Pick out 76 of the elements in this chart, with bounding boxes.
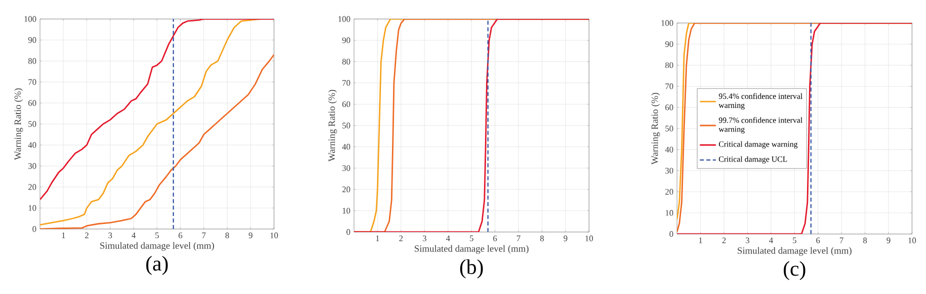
y-tick-label: 60: [665, 104, 674, 110]
x-axis-title: Simulated damage level (mm): [100, 242, 214, 251]
y-axis-title: Warning Ratio (%): [14, 88, 23, 160]
y-tick-label: 80: [342, 58, 350, 64]
y-tick-label: 20: [342, 186, 350, 192]
x-tick-label: 9: [564, 236, 568, 242]
y-tick-label: 40: [665, 146, 674, 152]
x-tick-label: 9: [886, 238, 890, 244]
x-tick-label: 6: [493, 236, 497, 242]
y-tick-label: 20: [665, 188, 674, 195]
x-tick-label: 7: [202, 232, 206, 238]
x-tick-label: 3: [746, 238, 750, 244]
y-tick-label: 30: [342, 165, 350, 171]
x-tick-label: 5: [155, 232, 159, 238]
y-tick-label: 100: [661, 20, 674, 26]
y-tick-label: 90: [28, 37, 36, 43]
text: (a): [146, 256, 168, 275]
x-tick-label: 8: [863, 238, 867, 244]
x-tick-label: 4: [132, 232, 136, 238]
x-tick-label: 10: [908, 238, 916, 244]
y-tick-label: 10: [28, 205, 36, 211]
y-tick-label: 20: [28, 184, 36, 190]
x-tick-label: 6: [816, 238, 820, 244]
y-tick-label: 40: [28, 142, 36, 148]
y-tick-label: 50: [665, 126, 674, 132]
x-tick-label: 6: [178, 232, 182, 238]
x-tick-label: 5: [792, 238, 796, 244]
y-tick-label: 100: [338, 16, 350, 22]
x-tick-label: 4: [769, 238, 774, 244]
x-tick-label: 8: [540, 236, 544, 242]
x-tick-label: 1: [62, 232, 66, 238]
y-tick-label: 0: [670, 231, 674, 237]
x-tick-label: 2: [85, 232, 88, 238]
text: (b): [460, 259, 483, 278]
y-tick-label: 90: [665, 41, 674, 47]
x-tick-label: 7: [840, 238, 844, 244]
text: (c): [784, 261, 806, 280]
y-tick-label: 70: [666, 83, 674, 90]
y-tick-label: 70: [342, 80, 350, 86]
x-tick-label: 10: [586, 236, 593, 242]
x-tick-label: 10: [270, 232, 278, 238]
x-tick-label: 5: [470, 236, 474, 242]
y-axis-title: Warning Ratio (%): [328, 90, 337, 162]
legend-label: 95.4% confidence interval warning: [718, 93, 802, 110]
y-tick-label: 0: [32, 226, 36, 232]
x-tick-label: 1: [376, 236, 380, 242]
y-tick-label: 60: [342, 101, 350, 108]
y-tick-label: 80: [28, 58, 36, 64]
x-tick-label: 2: [722, 238, 726, 244]
y-tick-label: 40: [342, 144, 350, 150]
y-tick-label: 50: [28, 121, 36, 127]
x-axis-title: Simulated damage level (mm): [414, 245, 528, 254]
x-tick-label: 8: [225, 232, 229, 238]
ref-line-label: Critical damage UCL: [718, 156, 787, 164]
y-tick-label: 10: [342, 208, 350, 214]
x-tick-label: 1: [699, 238, 702, 244]
y-tick-label: 80: [665, 62, 674, 68]
legend-label: 99.7% confidence interval warning: [718, 117, 802, 134]
x-axis-title: Simulated damage level (mm): [738, 247, 852, 256]
y-tick-label: 100: [24, 16, 36, 22]
x-tick-label: 7: [516, 236, 520, 242]
y-tick-label: 30: [665, 168, 674, 174]
y-tick-label: 0: [346, 229, 350, 235]
y-tick-label: 30: [28, 163, 36, 169]
y-axis-title: Warning Ratio (%): [651, 92, 660, 165]
x-tick-label: 3: [422, 236, 426, 242]
y-tick-label: 10: [666, 210, 674, 216]
x-tick-label: 2: [399, 236, 403, 242]
y-tick-label: 60: [28, 100, 36, 106]
y-tick-label: 70: [28, 79, 36, 85]
x-tick-label: 3: [108, 232, 112, 238]
x-tick-label: 9: [248, 232, 252, 238]
legend-label: Critical damage warning: [718, 141, 798, 149]
x-tick-label: 4: [446, 236, 450, 242]
y-tick-label: 50: [342, 122, 350, 128]
y-tick-label: 90: [342, 37, 350, 44]
